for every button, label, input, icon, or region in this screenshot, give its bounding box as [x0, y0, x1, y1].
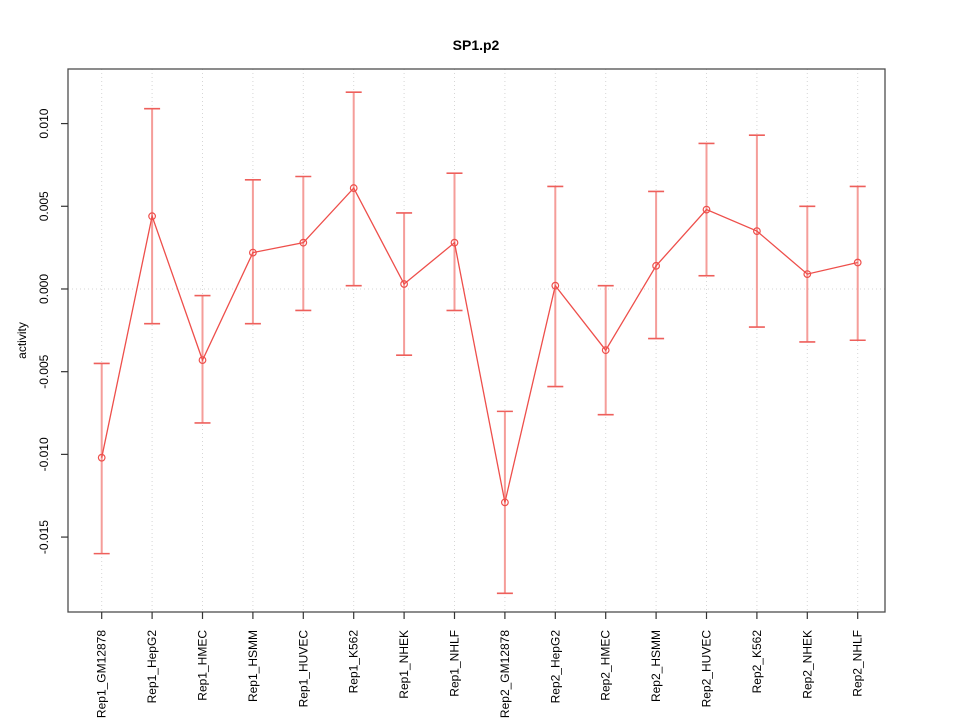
plot-frame-layer	[67, 68, 886, 613]
data-point	[450, 238, 459, 247]
data-point	[97, 453, 106, 462]
data-points-layer	[97, 184, 862, 507]
data-point	[702, 205, 711, 214]
y-tick-label: -0.015	[37, 520, 51, 554]
data-point	[753, 227, 761, 235]
y-tick-label: 0.010	[37, 108, 51, 138]
data-point	[400, 280, 409, 288]
data-point	[803, 270, 812, 278]
plot-border	[67, 68, 886, 613]
data-point	[148, 212, 157, 221]
y-tick-label: -0.010	[37, 437, 51, 471]
x-category-label: Rep2_NHEK	[800, 630, 814, 699]
x-category-label: Rep2_HUVEC	[700, 630, 714, 708]
x-category-label: Rep1_NHEK	[397, 630, 411, 699]
x-category-label: Rep2_HMEC	[599, 630, 613, 701]
data-point	[299, 238, 308, 247]
data-point	[198, 356, 207, 364]
x-category-label: Rep1_HMEC	[196, 630, 210, 701]
y-tick-label: 0.005	[37, 191, 51, 221]
y-tick-label: 0.000	[37, 274, 51, 304]
data-point	[501, 498, 509, 507]
chart-title: SP1.p2	[453, 37, 500, 53]
data-point	[652, 261, 660, 270]
error-bars-layer	[93, 91, 866, 595]
series-line	[101, 186, 858, 503]
x-category-label: Rep2_K562	[750, 630, 764, 694]
axis-labels-layer: -0.015 -0.010 -0.005 0.000 0.005 0.010 Rep1_GM…	[37, 108, 865, 718]
data-point	[601, 346, 610, 355]
data-point	[349, 184, 358, 192]
data-point	[248, 248, 257, 257]
y-axis-label: activity	[15, 322, 29, 359]
gridlines-layer	[68, 69, 885, 612]
data-point	[853, 258, 862, 267]
y-tick-label: -0.005	[37, 354, 51, 388]
x-category-label: Rep2_GM12878	[498, 630, 512, 718]
x-category-label: Rep1_HSMM	[246, 630, 260, 702]
axis-ticks-layer	[61, 122, 859, 619]
x-category-label: Rep1_GM12878	[95, 630, 109, 718]
x-category-label: Rep1_K562	[347, 630, 361, 694]
data-point	[551, 281, 560, 290]
x-category-label: Rep2_NHLF	[851, 630, 865, 697]
x-category-label: Rep1_NHLF	[448, 630, 462, 697]
x-category-label: Rep1_HepG2	[145, 630, 159, 704]
x-category-label: Rep2_HepG2	[548, 630, 562, 704]
series-line-layer	[101, 186, 858, 503]
x-category-label: Rep1_HUVEC	[296, 630, 310, 708]
x-category-label: Rep2_HSMM	[649, 630, 663, 702]
